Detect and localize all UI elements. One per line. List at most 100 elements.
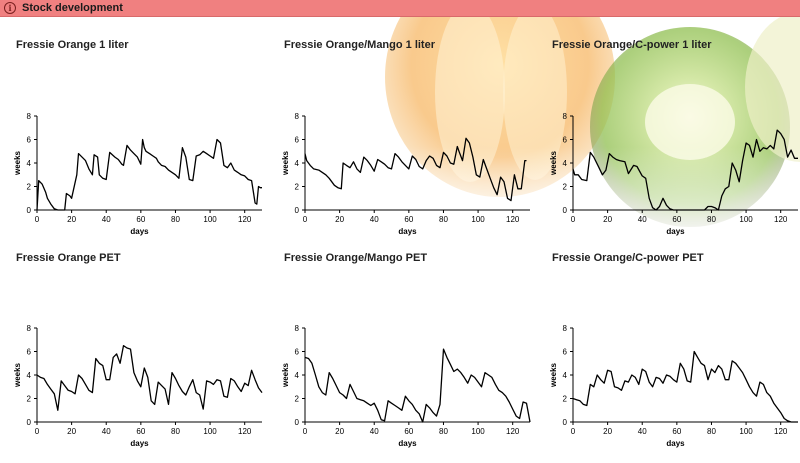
x-tick-label: 0 [35,215,40,224]
x-tick-label: 0 [35,427,40,436]
y-tick-label: 8 [27,112,32,121]
x-tick-label: 60 [672,215,681,224]
x-tick-label: 80 [707,215,716,224]
x-tick-label: 60 [672,427,681,436]
y-tick-label: 4 [563,159,568,168]
y-tick-label: 0 [295,206,300,215]
x-tick-label: 40 [638,215,647,224]
x-tick-label: 100 [471,427,485,436]
info-icon[interactable]: i [4,2,16,14]
stock-series-line [304,137,527,202]
x-axis-label: days [666,439,685,448]
x-axis-label: days [130,439,149,448]
y-tick-label: 6 [27,136,32,145]
stock-series-line [572,350,798,423]
x-tick-label: 80 [439,427,448,436]
x-tick-label: 120 [238,215,252,224]
y-tick-label: 2 [295,395,300,404]
x-tick-label: 120 [774,215,788,224]
y-tick-label: 8 [295,324,300,333]
x-tick-label: 40 [102,427,111,436]
y-tick-label: 0 [27,418,32,427]
panel-title-orange-mango-1l: Fressie Orange/Mango 1 liter [284,39,435,51]
x-tick-label: 40 [370,427,379,436]
y-tick-label: 8 [27,324,32,333]
x-tick-label: 20 [67,215,76,224]
x-tick-label: 40 [370,215,379,224]
stock-series-line [304,348,531,423]
window-titlebar: i Stock development [0,0,800,17]
stock-series-line [572,129,798,211]
y-tick-label: 4 [27,371,32,380]
x-tick-label: 0 [303,427,308,436]
x-tick-label: 80 [171,215,180,224]
x-tick-label: 0 [571,427,576,436]
x-tick-label: 100 [203,427,217,436]
y-tick-label: 8 [295,112,300,121]
x-tick-label: 0 [571,215,576,224]
panel-title-orange-mango-pet: Fressie Orange/Mango PET [284,252,428,264]
y-tick-label: 6 [563,136,568,145]
y-tick-label: 2 [295,183,300,192]
x-tick-label: 80 [439,215,448,224]
y-axis-label: weeks [549,362,558,388]
x-axis-label: days [130,227,149,236]
x-tick-label: 80 [171,427,180,436]
x-tick-label: 40 [102,215,111,224]
y-tick-label: 2 [563,183,568,192]
x-tick-label: 100 [471,215,485,224]
y-axis-label: weeks [549,150,558,176]
y-tick-label: 0 [563,206,568,215]
x-tick-label: 120 [506,427,520,436]
y-axis-label: weeks [281,150,290,176]
y-tick-label: 0 [295,418,300,427]
y-tick-label: 4 [295,371,300,380]
x-tick-label: 120 [506,215,520,224]
y-axis-label: weeks [13,362,22,388]
x-tick-label: 120 [238,427,252,436]
x-tick-label: 120 [774,427,788,436]
y-tick-label: 4 [295,159,300,168]
x-tick-label: 60 [136,215,145,224]
x-tick-label: 60 [404,215,413,224]
panel-title-orange-pet: Fressie Orange PET [16,252,121,264]
y-tick-label: 8 [563,112,568,121]
y-axis-label: weeks [13,150,22,176]
x-tick-label: 60 [404,427,413,436]
y-tick-label: 2 [27,183,32,192]
x-axis-label: days [398,227,417,236]
x-tick-label: 80 [707,427,716,436]
window-title: Stock development [22,2,123,14]
x-tick-label: 20 [335,427,344,436]
panel-title-orange-1l: Fressie Orange 1 liter [16,39,129,51]
y-tick-label: 2 [563,395,568,404]
panel-title-orange-cpower-1l: Fressie Orange/C-power 1 liter [552,39,712,51]
y-tick-label: 6 [563,348,568,357]
y-axis-label: weeks [281,362,290,388]
x-tick-label: 20 [603,427,612,436]
stock-series-line [36,138,262,211]
x-tick-label: 100 [739,427,753,436]
y-tick-label: 8 [563,324,568,333]
x-tick-label: 40 [638,427,647,436]
stock-series-line [36,344,263,411]
x-tick-label: 20 [335,215,344,224]
x-tick-label: 60 [136,427,145,436]
x-tick-label: 100 [203,215,217,224]
x-tick-label: 20 [67,427,76,436]
y-tick-label: 2 [27,395,32,404]
x-tick-label: 20 [603,215,612,224]
x-axis-label: days [398,439,417,448]
y-tick-label: 0 [27,206,32,215]
x-tick-label: 100 [739,215,753,224]
panel-title-orange-cpower-pet: Fressie Orange/C-power PET [552,252,704,264]
y-tick-label: 0 [563,418,568,427]
y-tick-label: 4 [27,159,32,168]
x-axis-label: days [666,227,685,236]
